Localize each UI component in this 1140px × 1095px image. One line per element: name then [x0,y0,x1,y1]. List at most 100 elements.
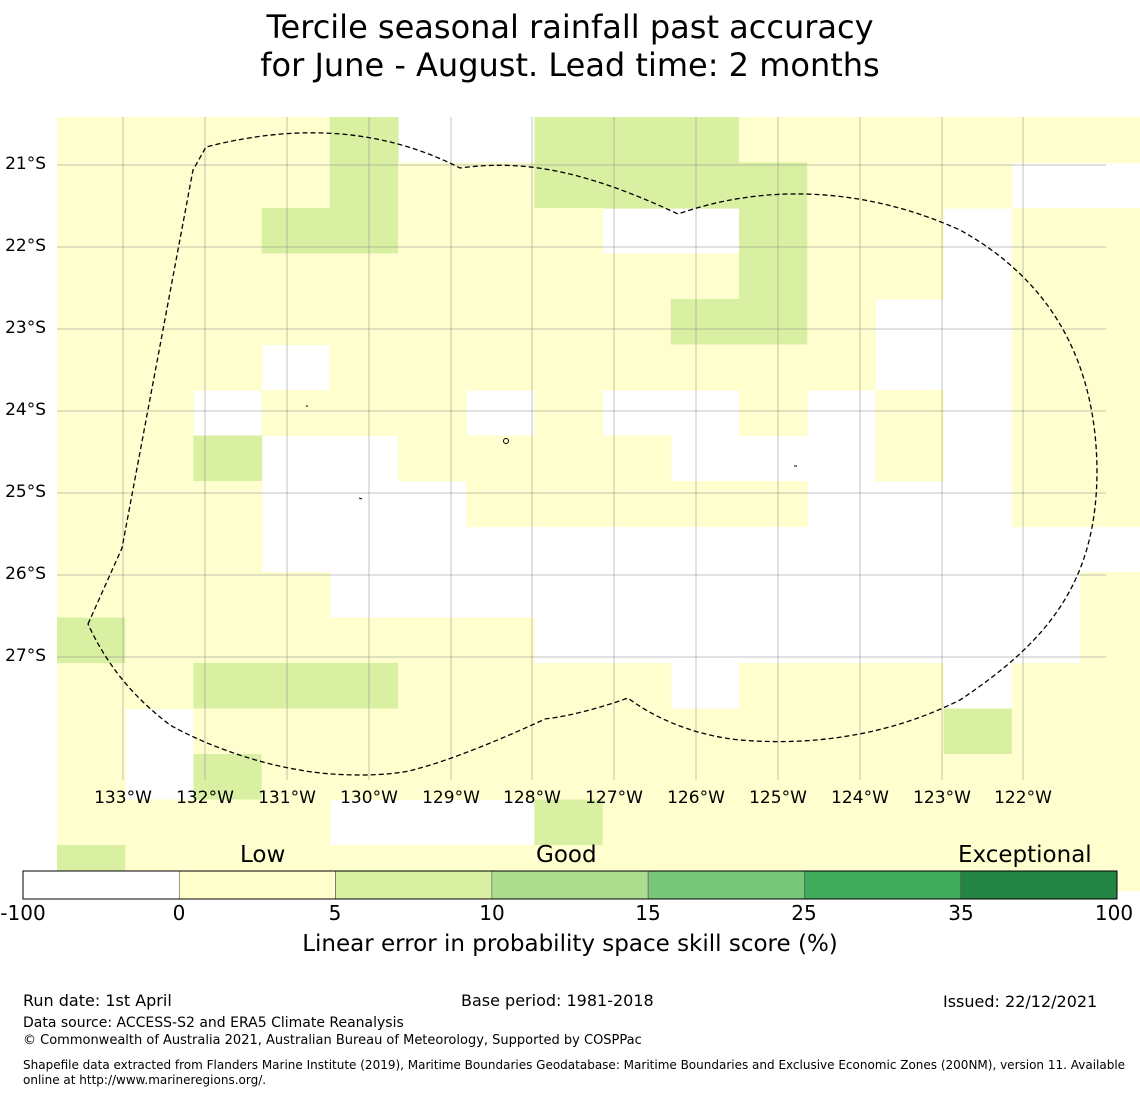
grid-cell [57,481,126,528]
grid-cell [534,344,604,391]
grid-cell [534,299,604,346]
grid-cell [261,708,331,755]
colorbar-tick: 10 [479,901,505,925]
grid-cell [534,799,604,846]
grid-cell [602,162,672,209]
grid-cell [807,299,876,346]
grid-cell [329,708,399,755]
grid-cell [739,344,808,391]
grid-cell [1080,481,1140,528]
grid-cell [807,708,876,755]
grid-cell [193,617,263,664]
grid-cell [739,754,808,801]
colorbar [22,870,1118,900]
colorbar-tick: 5 [328,901,342,925]
grid-cell [261,299,331,346]
grid-cell [670,799,740,846]
grid-cell [875,799,945,846]
grid-cell [739,208,808,255]
base-period: Base period: 1981-2018 [461,991,654,1010]
grid-cell [125,572,194,619]
grid-cell [57,390,126,437]
grid-cell [670,344,740,391]
grid-cell [602,708,672,755]
grid-cell [534,253,604,300]
grid-cell [125,253,194,300]
grid-cell [739,299,808,346]
colorbar-tick: 35 [948,901,974,925]
grid-cell [943,162,1013,209]
grid-cell [1080,208,1140,255]
grid-cell [398,299,467,346]
longitude-label: 123°W [913,788,971,808]
grid-cell [125,117,194,164]
longitude-label: 124°W [831,788,889,808]
grid-cell [398,253,467,300]
grid-cell [534,117,604,164]
grid-cell [739,663,808,710]
colorbar-segment [178,870,336,900]
grid-cell [193,799,263,846]
grid-cell [534,162,604,209]
grid-cell [398,390,467,437]
grid-cell [739,117,808,164]
colorbar-segment [491,870,649,900]
latitude-label: 26°S [5,564,46,584]
grid-cell [329,617,399,664]
grid-cell [125,481,194,528]
grid-cell [1011,435,1081,482]
grid-cell [398,344,467,391]
grid-cell [875,754,945,801]
grid-cell [57,344,126,391]
grid-cell [57,754,126,801]
grid-cell [261,663,331,710]
latitude-label: 24°S [5,400,46,420]
grid-cell [125,617,194,664]
longitude-label: 132°W [176,788,234,808]
grid-cell [1011,799,1081,846]
colorbar-segment [804,870,962,900]
grid-cell [602,663,672,710]
grid-cell [261,617,331,664]
grid-cell [1011,663,1081,710]
grid-cell [943,799,1013,846]
grid-cell [739,481,808,528]
grid-cell [1080,799,1140,846]
grid-cell [1011,481,1081,528]
grid-cell [466,299,535,346]
grid-cell [193,526,263,573]
grid-cell [875,117,945,164]
grid-cell [125,299,194,346]
grid-cell [261,162,331,209]
category-low: Low [240,842,286,868]
longitude-label: 133°W [94,788,152,808]
grid-cell [534,754,604,801]
grid-cell [739,253,808,300]
grid-cell [875,253,945,300]
grid-cell [670,117,740,164]
grid-cell [466,208,535,255]
grid-cell [57,253,126,300]
colorbar-tick: -100 [0,901,46,925]
grid-cell [1080,617,1140,664]
grid-cell [261,208,331,255]
colorbar-tick: 100 [1094,901,1134,925]
longitude-label: 128°W [503,788,561,808]
grid-cell [807,208,876,255]
latitude-label: 27°S [5,646,46,666]
longitude-label: 130°W [340,788,398,808]
grid-cell [1080,663,1140,710]
grid-cell [57,208,126,255]
grid-cell [193,253,263,300]
grid-cell [193,572,263,619]
run-date: Run date: 1st April [23,991,172,1010]
colorbar-tick: 15 [635,901,661,925]
grid-cell [1011,299,1081,346]
grid-cell [261,754,331,801]
grid-cell [261,799,331,846]
grid-cell [807,253,876,300]
latitude-label: 21°S [5,154,46,174]
latitude-label: 23°S [5,318,46,338]
grid-cell [1080,754,1140,801]
